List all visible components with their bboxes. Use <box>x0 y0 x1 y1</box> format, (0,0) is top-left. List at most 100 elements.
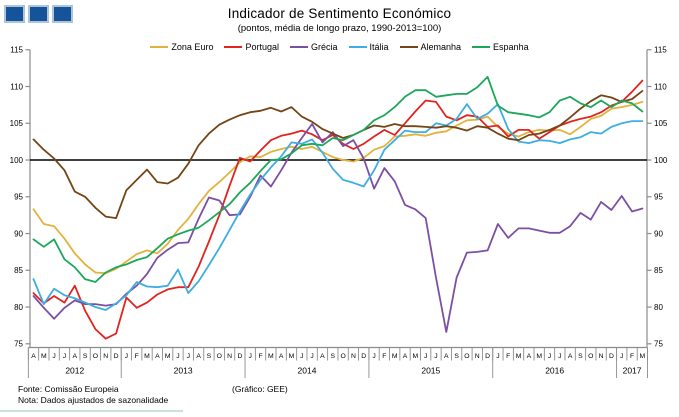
month-tick-label: N <box>475 353 480 360</box>
month-tick-label: O <box>93 353 98 360</box>
y-axis-label-left: 85 <box>14 266 23 275</box>
month-tick-label: S <box>331 353 336 360</box>
legend-item-gr-cia: Grécia <box>289 42 338 52</box>
logo-square <box>52 5 73 23</box>
legend-item-espanha: Espanha <box>472 42 529 52</box>
month-tick-label: O <box>217 353 222 360</box>
legend-swatch-espanha <box>472 45 491 49</box>
month-tick-label: D <box>237 353 242 360</box>
year-label: 2014 <box>298 366 317 376</box>
month-tick-label: O <box>340 353 345 360</box>
month-tick-label: J <box>125 353 128 360</box>
month-tick-label: J <box>496 353 499 360</box>
legend-label: Alemanha <box>420 42 462 52</box>
y-axis-label-right: 110 <box>654 82 667 91</box>
y-axis-label-left: 80 <box>14 303 23 312</box>
month-tick-label: F <box>630 353 634 360</box>
month-tick-label: J <box>63 353 66 360</box>
legend-swatch-alemanha <box>399 45 418 49</box>
month-tick-label: M <box>165 353 171 360</box>
logo <box>4 5 73 23</box>
series-line-espanha <box>32 76 644 283</box>
month-tick-label: N <box>351 353 356 360</box>
logo-square <box>28 5 49 23</box>
month-tick-label: N <box>103 353 108 360</box>
y-axis-label-left: 95 <box>14 193 23 202</box>
month-tick-label: A <box>196 353 201 360</box>
month-tick-label: M <box>536 353 542 360</box>
y-axis-label-left: 100 <box>10 156 24 165</box>
month-tick-label: A <box>403 353 408 360</box>
month-tick-label: J <box>548 353 551 360</box>
page-title: Indicador de Sentimento Económico <box>227 6 452 21</box>
month-tick-label: D <box>114 353 119 360</box>
legend-swatch-it-lia <box>348 45 367 49</box>
month-tick-label: J <box>434 353 437 360</box>
month-tick-label: A <box>155 353 160 360</box>
month-tick-label: A <box>279 353 284 360</box>
legend-swatch-gr-cia <box>289 45 308 49</box>
month-tick-label: M <box>41 353 47 360</box>
month-tick-label: M <box>289 353 295 360</box>
series-line-zona-euro <box>32 101 644 275</box>
footer-rule <box>0 410 183 412</box>
month-tick-label: F <box>506 353 510 360</box>
y-axis-label-left: 110 <box>10 82 23 91</box>
month-tick-label: S <box>83 353 88 360</box>
y-axis-label-right: 115 <box>654 46 667 55</box>
y-axis-label-left: 90 <box>14 229 23 238</box>
y-axis-label-right: 85 <box>654 266 663 275</box>
chart-legend: Zona Euro Portugal Grécia Itália Alemanha Esp… <box>0 42 679 52</box>
month-tick-label: J <box>249 353 252 360</box>
year-label: 2016 <box>545 366 564 376</box>
month-tick-label: F <box>135 353 139 360</box>
month-tick-label: J <box>300 353 303 360</box>
legend-label: Espanha <box>493 42 529 52</box>
legend-label: Zona Euro <box>171 42 214 52</box>
y-axis-label-right: 90 <box>654 229 663 238</box>
legend-item-portugal: Portugal <box>224 42 279 52</box>
month-tick-label: M <box>144 353 150 360</box>
month-tick-label: O <box>464 353 469 360</box>
month-tick-label: M <box>516 353 522 360</box>
month-tick-label: J <box>620 353 623 360</box>
month-tick-label: J <box>558 353 561 360</box>
logo-square <box>4 5 25 23</box>
legend-item-alemanha: Alemanha <box>399 42 462 52</box>
chart-subtitle: (pontos, média de longo prazo, 1990-2013… <box>237 23 442 34</box>
y-axis-label-right: 105 <box>654 119 668 128</box>
series-line-portugal <box>32 79 644 340</box>
month-tick-label: S <box>207 353 212 360</box>
year-label: 2013 <box>174 366 193 376</box>
month-tick-label: O <box>588 353 593 360</box>
month-tick-label: J <box>52 353 55 360</box>
month-tick-label: J <box>187 353 190 360</box>
legend-swatch-portugal <box>224 45 243 49</box>
month-tick-label: M <box>392 353 398 360</box>
month-tick-label: D <box>609 353 614 360</box>
month-tick-label: S <box>578 353 583 360</box>
y-axis-label-left: 75 <box>14 340 23 349</box>
month-tick-label: N <box>227 353 232 360</box>
month-tick-label: J <box>176 353 179 360</box>
month-tick-label: J <box>310 353 313 360</box>
seasonality-note: Nota: Dados ajustados de sazonalidade <box>18 395 169 405</box>
legend-label: Itália <box>369 42 389 52</box>
month-tick-label: F <box>382 353 386 360</box>
month-tick-label: A <box>527 353 532 360</box>
month-tick-label: D <box>361 353 366 360</box>
month-tick-label: M <box>413 353 419 360</box>
legend-item-zona-euro: Zona Euro <box>150 42 213 52</box>
month-tick-label: D <box>485 353 490 360</box>
month-tick-label: N <box>599 353 604 360</box>
source-note: Fonte: Comissão Europeia <box>18 384 119 394</box>
y-axis-label-right: 95 <box>654 193 663 202</box>
y-axis-label-right: 75 <box>654 340 663 349</box>
y-axis-label-right: 100 <box>654 156 668 165</box>
month-tick-label: J <box>372 353 375 360</box>
legend-label: Grécia <box>310 42 338 52</box>
series-line-alemanha <box>32 90 644 220</box>
graphic-credit: (Gráfico: GEE) <box>232 384 288 394</box>
month-tick-label: S <box>454 353 459 360</box>
month-tick-label: A <box>73 353 78 360</box>
